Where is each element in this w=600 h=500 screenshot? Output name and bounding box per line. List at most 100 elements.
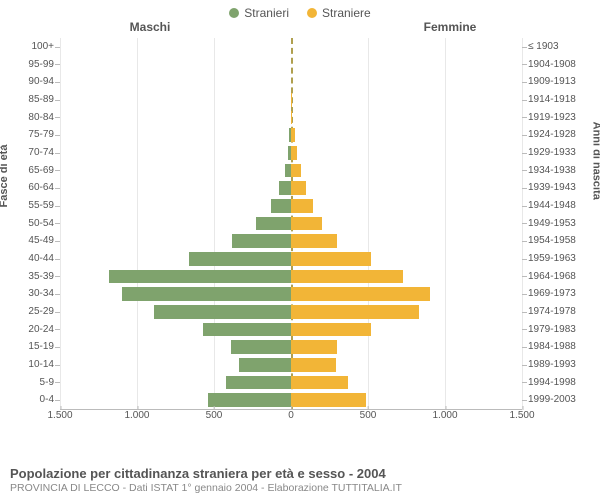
birth-label: 1949-1953 [528,215,586,233]
tick [55,117,60,118]
birth-label: 1934-1938 [528,162,586,180]
age-label: 30-34 [18,285,54,303]
pyramid-row: 85-891914-1918 [60,91,522,109]
age-label: 0-4 [18,391,54,409]
bar-female [291,199,313,213]
tick [522,400,527,401]
legend-female-label: Straniere [322,6,371,20]
age-label: 15-19 [18,338,54,356]
birth-label: 1914-1918 [528,91,586,109]
pyramid-row: 30-341969-1973 [60,285,522,303]
bar-female [291,270,403,284]
birth-label: 1964-1968 [528,268,586,286]
swatch-male [229,8,239,18]
birth-label: 1904-1908 [528,56,586,74]
birth-label: 1909-1913 [528,73,586,91]
pyramid-row: 35-391964-1968 [60,268,522,286]
age-label: 25-29 [18,303,54,321]
birth-label: 1989-1993 [528,356,586,374]
age-label: 100+ [18,38,54,56]
tick [55,64,60,65]
tick [522,64,527,65]
age-label: 55-59 [18,197,54,215]
x-tick-label: 0 [288,410,294,421]
x-tick-mark [445,406,446,410]
bar-female [291,252,371,266]
birth-label: 1944-1948 [528,197,586,215]
bar-male [256,217,291,231]
pyramid-row: 45-491954-1958 [60,232,522,250]
bar-male [232,234,291,248]
age-label: 60-64 [18,179,54,197]
tick [522,82,527,83]
y-axis-left-title: Fasce di età [0,145,10,208]
age-label: 65-69 [18,162,54,180]
pyramid-row: 20-241979-1983 [60,321,522,339]
tick [55,276,60,277]
tick [522,347,527,348]
bar-female [291,323,371,337]
tick [55,170,60,171]
birth-label: 1979-1983 [528,321,586,339]
x-tick-label: 1.500 [509,410,534,421]
bar-female [291,181,306,195]
birth-label: 1984-1988 [528,338,586,356]
bar-male [109,270,291,284]
bar-male [122,287,291,301]
tick [522,117,527,118]
age-label: 35-39 [18,268,54,286]
tick [55,382,60,383]
chart-subtitle: PROVINCIA DI LECCO - Dati ISTAT 1° genna… [10,482,590,494]
chart: Fasce di età Anni di nascita 100+≤ 19039… [8,38,592,428]
pyramid-row: 5-91994-1998 [60,374,522,392]
bar-male [239,358,291,372]
pyramid-row: 90-941909-1913 [60,73,522,91]
bar-male [226,376,291,390]
tick [522,382,527,383]
bar-female [291,393,366,407]
tick [55,400,60,401]
tick [522,365,527,366]
tick [522,259,527,260]
plot-area: 100+≤ 190395-991904-190890-941909-191385… [60,38,522,410]
tick [55,206,60,207]
birth-label: ≤ 1903 [528,38,586,56]
bar-male [279,181,291,195]
birth-label: 1959-1963 [528,250,586,268]
x-axis-ticks: 1.5001.00050005001.0001.500 [60,410,522,428]
x-tick-mark [214,406,215,410]
birth-label: 1919-1923 [528,109,586,127]
tick [55,294,60,295]
bar-male [231,340,291,354]
x-tick-mark [522,406,523,410]
pyramid-row: 50-541949-1953 [60,215,522,233]
age-label: 95-99 [18,56,54,74]
age-label: 90-94 [18,73,54,91]
bar-female [291,146,297,160]
tick [522,188,527,189]
tick [522,170,527,171]
bar-female [291,305,419,319]
age-label: 85-89 [18,91,54,109]
bar-male [154,305,291,319]
tick [55,329,60,330]
age-label: 40-44 [18,250,54,268]
x-tick-mark [60,406,61,410]
pyramid-row: 25-291974-1978 [60,303,522,321]
tick [522,241,527,242]
tick [522,100,527,101]
tick [55,153,60,154]
pyramid-row: 55-591944-1948 [60,197,522,215]
x-tick-mark [291,406,292,410]
tick [55,188,60,189]
swatch-female [307,8,317,18]
bar-female [291,340,337,354]
tick [55,82,60,83]
tick [55,241,60,242]
birth-label: 1994-1998 [528,374,586,392]
pyramid-row: 100+≤ 1903 [60,38,522,56]
tick [55,347,60,348]
chart-title: Popolazione per cittadinanza straniera p… [10,466,590,481]
tick [55,47,60,48]
x-tick-label: 500 [360,410,377,421]
